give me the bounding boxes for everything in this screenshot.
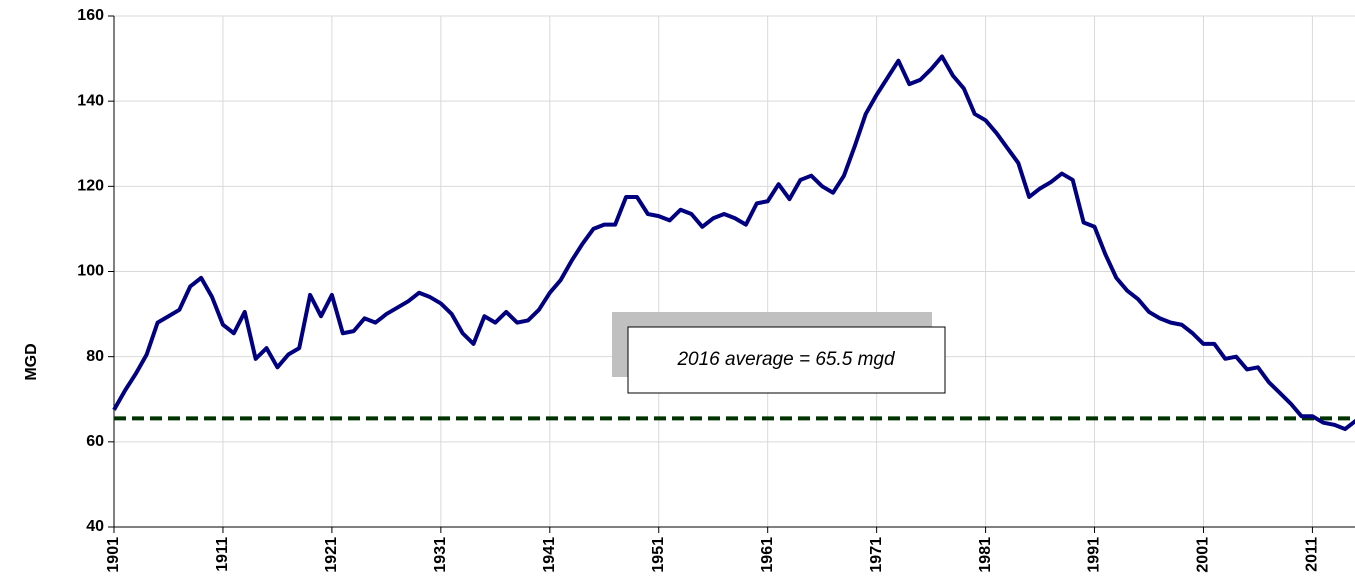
x-tick-label: 2011 <box>1304 537 1321 572</box>
y-tick-label: 100 <box>77 263 104 280</box>
y-tick-label: 120 <box>77 178 104 195</box>
x-tick-label: 1941 <box>541 537 558 573</box>
x-tick-label: 1981 <box>977 537 994 573</box>
x-tick-label: 1901 <box>105 537 122 573</box>
x-tick-label: 1971 <box>868 537 885 573</box>
annotation-box <box>627 326 946 394</box>
y-tick-label: 40 <box>86 518 104 535</box>
x-tick-label: 2001 <box>1195 537 1212 573</box>
y-tick-label: 160 <box>77 7 104 24</box>
x-tick-label: 1991 <box>1086 537 1103 573</box>
x-tick-label: 1921 <box>323 537 340 573</box>
x-tick-label: 1961 <box>759 537 776 573</box>
data-line <box>112 54 1355 432</box>
x-tick-label: 1951 <box>650 537 667 573</box>
x-tick-label: 1931 <box>432 537 449 573</box>
x-tick-label: 1911 <box>214 537 231 572</box>
y-tick-label: 60 <box>86 433 104 450</box>
y-tick-label: 140 <box>77 92 104 109</box>
y-tick-label: 80 <box>86 348 104 365</box>
y-axis-label: MGD <box>23 343 40 380</box>
annotation: 2016 average = 65.5 mgd <box>676 349 896 370</box>
